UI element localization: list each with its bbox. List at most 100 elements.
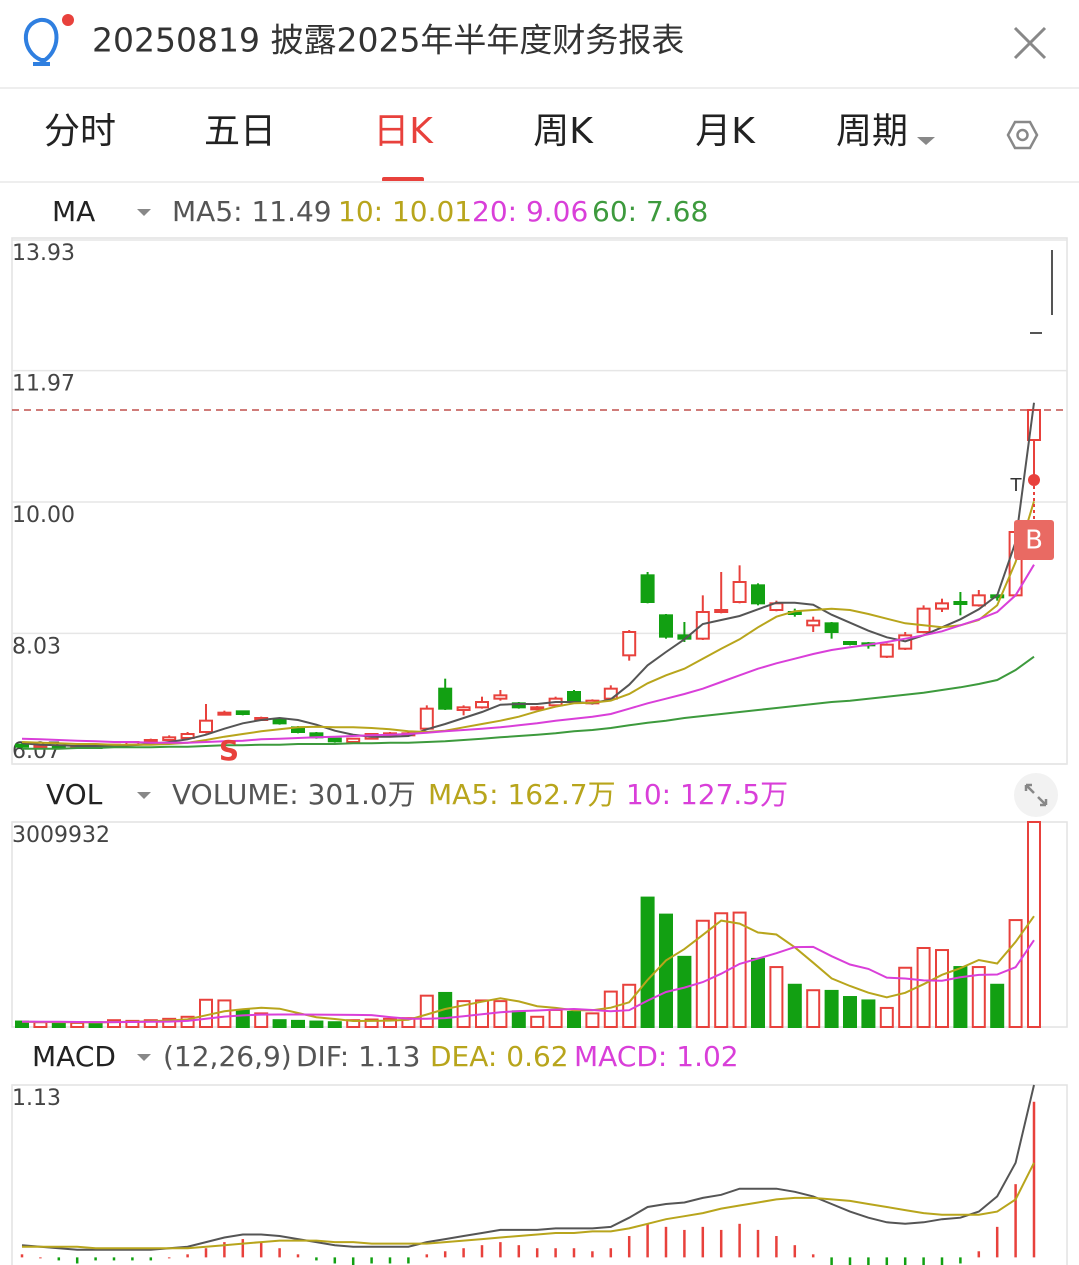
- volume-bar: [916, 946, 931, 1028]
- volume-bar: [254, 1012, 269, 1028]
- volume-bar: [695, 919, 710, 1029]
- legend-entry: DEA: 0.62: [430, 1040, 569, 1073]
- tab[interactable]: 分时: [44, 111, 116, 152]
- volume-bar: [567, 1011, 581, 1029]
- macd-bar: [885, 1257, 889, 1265]
- volume-bar: [843, 996, 857, 1028]
- y-tick-label: 10.00: [12, 503, 75, 528]
- volume-bar: [603, 990, 618, 1029]
- tab-underline: [382, 177, 424, 182]
- volume-bar: [511, 1010, 526, 1029]
- volume-bar: [714, 912, 729, 1028]
- candle-body: [327, 737, 342, 743]
- expand-button[interactable]: [1014, 773, 1058, 817]
- macd-bar: [278, 1248, 281, 1258]
- macd-bar: [517, 1245, 521, 1258]
- macd-bar: [407, 1257, 410, 1264]
- macd-bar: [351, 1257, 355, 1265]
- title: 20250819 披露2025年半年度财务报表: [92, 21, 684, 60]
- candle-body: [953, 601, 968, 605]
- legend-entry: 20: 9.06: [472, 195, 588, 228]
- candle-body: [162, 736, 177, 741]
- indicator-name: MA: [52, 195, 95, 228]
- volume-bar: [419, 994, 434, 1029]
- legend-entry: 60: 7.68: [592, 195, 708, 228]
- settings-icon[interactable]: [1006, 120, 1039, 150]
- candle-body: [659, 614, 673, 638]
- candle-body: [475, 701, 489, 709]
- settings-icon-dot: [1016, 128, 1029, 142]
- volume-bar: [879, 1006, 894, 1029]
- macd-bar: [39, 1257, 42, 1259]
- candle-body: [217, 711, 232, 716]
- volume-bar: [640, 896, 655, 1029]
- macd-bar: [149, 1257, 153, 1261]
- macd-bar: [627, 1236, 631, 1258]
- candle-body: [640, 574, 655, 603]
- macd-bar: [1032, 1101, 1036, 1258]
- macd-bar: [20, 1254, 24, 1258]
- macd-bar: [167, 1257, 171, 1259]
- candle-body: [272, 718, 287, 725]
- volume-bar: [548, 1008, 563, 1028]
- macd-bar: [499, 1242, 502, 1258]
- volume-bar: [493, 1000, 508, 1029]
- volume-bar: [530, 1015, 545, 1028]
- tab[interactable]: 周期: [836, 111, 908, 152]
- legend-entry: VOLUME: 301.0万: [172, 778, 416, 811]
- bulb-icon: [23, 14, 74, 66]
- candle-body: [235, 710, 250, 715]
- close-button[interactable]: [1013, 26, 1047, 60]
- macd-bar: [75, 1257, 79, 1264]
- macd-bar: [315, 1257, 318, 1261]
- macd-bar: [186, 1254, 189, 1258]
- macd-bar: [959, 1257, 962, 1264]
- tab[interactable]: 周K: [533, 111, 594, 152]
- macd-bar: [443, 1251, 447, 1258]
- candle-body: [15, 743, 29, 748]
- legend-entry: DIF: 1.13: [296, 1040, 420, 1073]
- candle-body: [438, 687, 453, 710]
- macd-bar: [646, 1223, 649, 1258]
- macd-bar: [333, 1257, 337, 1264]
- candle-body: [971, 594, 986, 607]
- volume-bar: [383, 1017, 397, 1029]
- candle-body: [530, 706, 545, 711]
- candle-body: [199, 719, 213, 734]
- volume-bar: [291, 1019, 305, 1029]
- y-tick-label: 3009932: [12, 823, 110, 848]
- volume-ma-line: [21, 915, 1035, 1024]
- volume-bar: [953, 966, 968, 1028]
- macd-bar: [922, 1257, 925, 1265]
- tab[interactable]: 五日: [204, 111, 276, 152]
- ma-line: [21, 402, 1035, 747]
- indicator-dropdown: [137, 209, 151, 216]
- volume-bar: [162, 1017, 177, 1029]
- legend-entry: MACD: 1.02: [574, 1040, 739, 1073]
- candle-body: [824, 622, 839, 633]
- macd-bar: [370, 1257, 373, 1264]
- macd-bar: [903, 1257, 907, 1265]
- volume-bar: [143, 1019, 158, 1028]
- volume-bar: [806, 989, 821, 1028]
- volume-bar: [622, 983, 637, 1028]
- candle-body: [879, 643, 894, 658]
- macd-bar: [94, 1257, 97, 1261]
- macd-bar: [296, 1254, 300, 1258]
- y-tick-label: 11.97: [12, 372, 75, 397]
- macd-bar: [793, 1245, 797, 1258]
- candle-body: [806, 619, 821, 627]
- tab[interactable]: 月K: [695, 111, 756, 152]
- tab[interactable]: 日K: [373, 111, 434, 152]
- candle-body: [695, 611, 710, 640]
- macd-bar: [480, 1245, 484, 1258]
- candle-body: [843, 641, 857, 645]
- indicator-dropdown: [137, 792, 151, 799]
- macd-bar: [775, 1236, 778, 1258]
- ma-line: [21, 564, 1035, 744]
- macd-bar: [388, 1257, 392, 1264]
- volume-bar: [51, 1021, 66, 1028]
- volume-bar: [990, 983, 1005, 1028]
